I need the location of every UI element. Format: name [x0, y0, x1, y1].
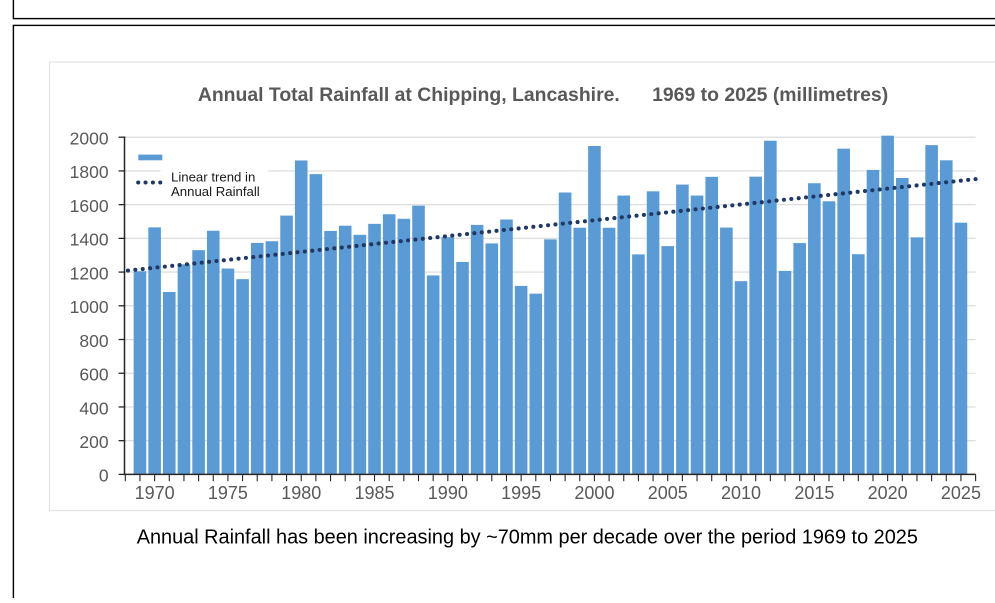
svg-text:Annual Total Rainfall at Chipp: Annual Total Rainfall at Chipping, Lanca… [198, 84, 888, 106]
svg-text:1600: 1600 [70, 196, 109, 216]
svg-text:2000: 2000 [574, 483, 614, 503]
svg-text:1990: 1990 [428, 483, 468, 503]
svg-text:1975: 1975 [208, 483, 248, 503]
svg-text:0: 0 [99, 466, 109, 486]
svg-text:600: 600 [79, 365, 108, 385]
svg-text:1980: 1980 [281, 483, 321, 503]
svg-text:Linear trend in: Linear trend in [171, 169, 255, 184]
svg-text:200: 200 [79, 432, 108, 452]
svg-text:1995: 1995 [501, 483, 541, 503]
svg-text:1970: 1970 [135, 483, 175, 503]
svg-text:2025: 2025 [941, 483, 981, 503]
svg-text:1200: 1200 [70, 263, 109, 283]
svg-text:2020: 2020 [868, 483, 908, 503]
svg-text:1000: 1000 [70, 297, 109, 317]
svg-text:1400: 1400 [70, 230, 109, 250]
svg-text:2000: 2000 [70, 129, 109, 149]
svg-text:2005: 2005 [648, 483, 688, 503]
svg-text:Annual Rainfall has been incre: Annual Rainfall has been increasing by ~… [137, 527, 918, 549]
svg-text:Annual Rainfall: Annual Rainfall [171, 184, 260, 199]
svg-text:1800: 1800 [70, 162, 109, 182]
svg-text:1985: 1985 [355, 483, 395, 503]
svg-text:2015: 2015 [794, 483, 834, 503]
svg-text:800: 800 [79, 331, 108, 351]
svg-text:400: 400 [79, 398, 108, 418]
svg-text:2010: 2010 [721, 483, 761, 503]
